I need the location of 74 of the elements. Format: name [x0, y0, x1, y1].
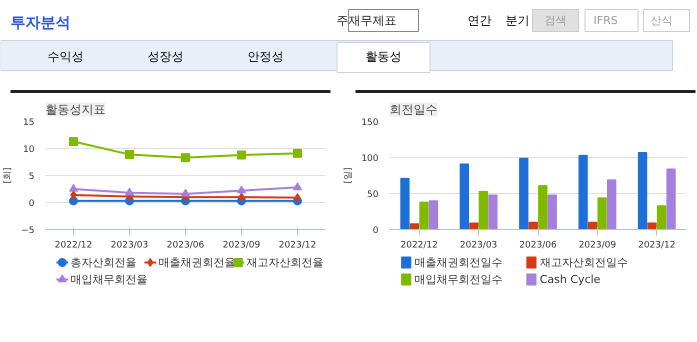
x-tick-label: 2023/06 — [519, 240, 557, 250]
text: 활동성 — [366, 50, 402, 64]
point — [293, 148, 302, 158]
bar — [528, 222, 538, 230]
bar — [410, 223, 420, 230]
x-tick-label: 2022/12 — [54, 240, 92, 250]
point — [69, 136, 78, 146]
x-tick-label: 2023/09 — [222, 240, 260, 250]
chart-title: 회전일수 — [390, 102, 438, 116]
text: 수익성 — [48, 50, 84, 64]
x-tick-label: 2023/03 — [110, 240, 148, 250]
bar — [638, 152, 648, 230]
bar — [578, 154, 588, 230]
legend-label: 재고자산회전율 — [246, 256, 324, 269]
legend-label: 매출채권회전율 — [158, 256, 236, 269]
chart-title: 활동성지표 — [46, 102, 106, 116]
text: 투자분석 — [10, 14, 70, 32]
y-tick-label: 50 — [367, 190, 379, 200]
point — [238, 192, 245, 202]
bar — [428, 200, 438, 230]
y-tick-label: 15 — [23, 118, 34, 128]
y-tick-label: 0 — [372, 226, 379, 236]
point — [237, 186, 246, 194]
y-tick-label: 10 — [23, 145, 35, 155]
bar — [647, 222, 657, 230]
bar — [519, 158, 528, 230]
text: 검색 — [544, 14, 566, 27]
text: IFRS — [594, 14, 618, 27]
y-tick-label: 0 — [28, 199, 35, 209]
bar — [460, 163, 469, 230]
text: 성장성 — [148, 50, 184, 64]
y-axis-title: [일] — [343, 167, 354, 184]
x-tick-label: 2023/06 — [166, 240, 204, 250]
x-tick-label: 2023/09 — [578, 240, 616, 250]
legend-label: 총자산회전율 — [70, 256, 137, 269]
point — [125, 150, 134, 159]
bar — [538, 185, 548, 230]
y-tick-label: 5 — [28, 172, 35, 182]
point — [181, 153, 190, 162]
text: 산식 — [650, 14, 672, 27]
bar — [548, 194, 557, 230]
legend-label: 매입채무회전일수 — [414, 273, 503, 286]
text: 주재무제표 — [336, 14, 396, 28]
bar — [666, 168, 676, 230]
text: 분기 — [506, 14, 530, 28]
x-tick-label: 2023/12 — [638, 240, 676, 250]
y-tick-label: 150 — [361, 118, 379, 128]
point — [294, 193, 301, 202]
bar — [607, 179, 616, 230]
x-tick-label: 2023/03 — [460, 240, 498, 250]
bar — [488, 194, 498, 230]
legend-label: 매출채권회전일수 — [414, 256, 503, 269]
point — [181, 188, 190, 197]
x-tick-label: 2022/12 — [400, 240, 438, 250]
bar — [597, 197, 607, 230]
point — [69, 184, 78, 192]
text: 안정성 — [248, 50, 284, 64]
bar — [419, 202, 429, 230]
y-tick-label: −5 — [21, 226, 35, 236]
legend-label: 매입채무회전율 — [70, 273, 148, 286]
legend-label: 재고자산회전일수 — [540, 256, 628, 269]
point — [293, 182, 302, 190]
point — [125, 188, 134, 196]
bar — [400, 178, 410, 230]
bar — [478, 190, 488, 230]
bar — [656, 205, 666, 230]
text: 연간 — [468, 14, 492, 28]
bar — [469, 222, 479, 230]
x-tick-label: 2023/12 — [278, 240, 316, 250]
y-tick-label: 100 — [361, 154, 379, 164]
y-axis-title: [회] — [3, 167, 14, 184]
bar — [588, 222, 598, 230]
legend-label: Cash Cycle — [540, 273, 601, 286]
point — [237, 150, 246, 160]
